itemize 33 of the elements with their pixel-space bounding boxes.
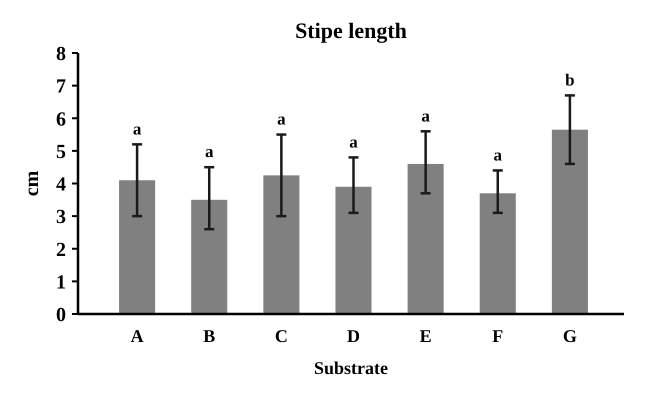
bar bbox=[480, 193, 516, 314]
bar bbox=[191, 200, 228, 314]
x-tick-label: D bbox=[347, 326, 360, 346]
x-tick-label: F bbox=[492, 326, 504, 346]
x-tick-label: C bbox=[274, 326, 288, 346]
y-tick-label: 4 bbox=[56, 174, 66, 196]
bar bbox=[408, 164, 444, 314]
bar bbox=[335, 186, 372, 314]
bar bbox=[263, 175, 300, 314]
y-tick-label: 5 bbox=[56, 140, 66, 163]
annotation: a bbox=[349, 132, 358, 152]
annotation: a bbox=[421, 106, 430, 126]
x-axis-title: Substrate bbox=[314, 358, 388, 378]
y-tick-label: 0 bbox=[56, 304, 66, 326]
y-tick-label: 3 bbox=[56, 206, 66, 228]
x-tick-label: E bbox=[420, 326, 432, 346]
annotation: b bbox=[565, 70, 575, 90]
annotation: a bbox=[204, 142, 214, 162]
y-tick-label: 2 bbox=[56, 238, 66, 261]
x-tick-label: G bbox=[562, 326, 577, 346]
annotation: a bbox=[132, 119, 142, 138]
x-tick-label: B bbox=[203, 326, 216, 346]
annotation: a bbox=[277, 110, 286, 129]
x-tick-label: A bbox=[130, 326, 144, 346]
y-tick-label: 6 bbox=[56, 108, 66, 130]
y-tick-label: 1 bbox=[56, 271, 66, 294]
bar bbox=[552, 130, 588, 314]
y-tick-label: 8 bbox=[56, 43, 66, 65]
chart-title: Stipe length bbox=[295, 18, 407, 43]
y-tick-label: 7 bbox=[56, 76, 66, 98]
bar bbox=[119, 180, 156, 314]
annotation: a bbox=[494, 145, 503, 164]
y-axis-title: cm bbox=[21, 170, 43, 196]
